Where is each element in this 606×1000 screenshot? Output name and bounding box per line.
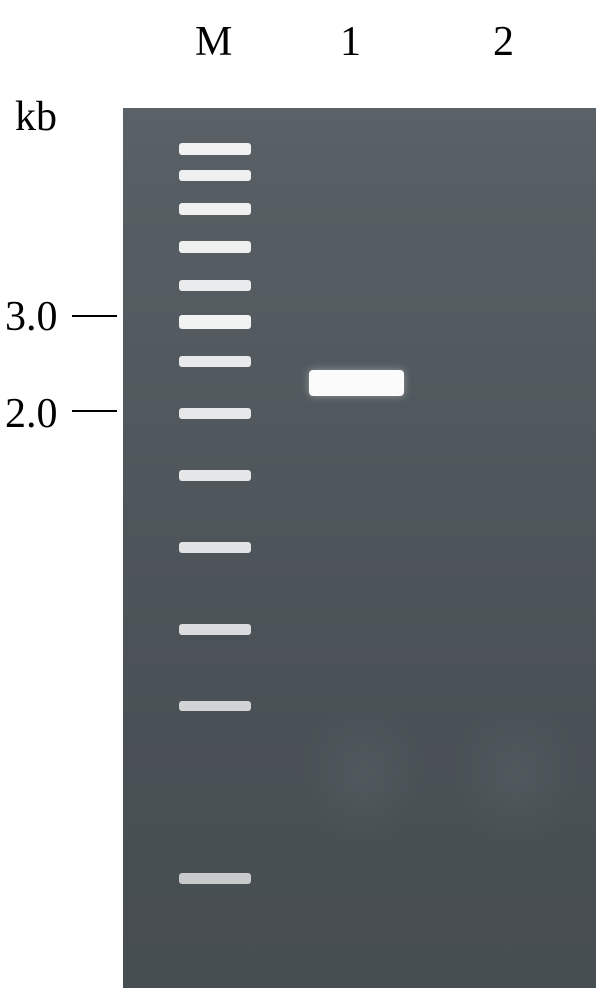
ladder-band (179, 143, 251, 155)
y-tick-3: 3.0 (5, 293, 58, 341)
gel-smear (448, 705, 583, 845)
ladder-band (179, 170, 251, 181)
gel-smear (298, 705, 428, 845)
ladder-band (179, 542, 251, 553)
sample-band-lane1 (309, 370, 404, 396)
y-tick-line-2 (72, 410, 117, 412)
ladder-band (179, 701, 251, 711)
gel-image (123, 108, 596, 988)
lane-header-2: 2 (493, 18, 514, 66)
lane-header-M: M (195, 18, 232, 66)
ladder-band (179, 280, 251, 291)
y-tick-2: 2.0 (5, 390, 58, 438)
ladder-band (179, 408, 251, 419)
y-tick-line-3 (72, 315, 117, 317)
ladder-band (179, 873, 251, 884)
ladder-band (179, 241, 251, 253)
ladder-band (179, 356, 251, 367)
lane-header-1: 1 (340, 18, 361, 66)
ladder-band (179, 203, 251, 215)
ladder-band (179, 315, 251, 329)
ladder-band (179, 470, 251, 481)
ladder-band (179, 624, 251, 635)
y-axis-unit: kb (15, 93, 57, 141)
